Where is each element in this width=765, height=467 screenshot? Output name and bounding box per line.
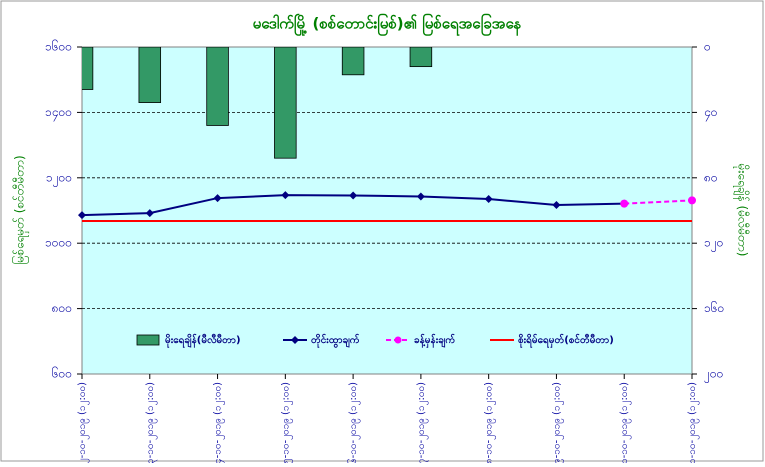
marker (349, 191, 358, 200)
y2-tick-label: ၁၂၀ (704, 236, 723, 253)
legend-label: မိုးရေချိန်(မီလီမီတာ) (165, 333, 241, 349)
y2-tick-label: ၈၀ (704, 170, 718, 184)
plot-area (81, 46, 693, 375)
marker (213, 194, 222, 203)
y2-axis-label: မိုးရေချိန် (မီလီမီတာ) (733, 164, 751, 257)
x-tick-label: ၁၄-၁၀-၂၀၁၉ (၁၂:၀၀) (213, 382, 226, 463)
y2-tick-label: ၁၆၀ (704, 300, 724, 315)
marker (145, 209, 154, 218)
y-tick-label: ၁၀၀၀ (45, 236, 72, 250)
y-axis-label: မြစ်ရေမှတ် (စင်တီမီတာ) (11, 155, 30, 264)
x-tick-label: ၂၀-၁၀-၂၀၁၉ (၁၂:၀၀) (619, 382, 632, 463)
x-tick-label: ၁၉-၁၀-၂၀၁၉ (၁၂:၀၀) (551, 382, 564, 463)
y-tick-label: ၁၆၀၀ (45, 39, 72, 54)
legend-marker (291, 336, 299, 344)
bar (206, 47, 229, 126)
marker (78, 211, 86, 220)
marker (688, 196, 696, 205)
marker (281, 191, 290, 200)
bar (274, 47, 297, 159)
y-tick-label: ၁၂၀၀ (46, 170, 72, 187)
x-tick-label: ၁၇-၁၀-၂၀၁၉ (၁၂:၀၀) (416, 382, 429, 463)
x-tick-label: ၁၆-၁၀-၂၀၁၉ (၁၂:၀၀) (346, 382, 361, 463)
series-layer (82, 47, 692, 222)
y2-tick-label: ၄၀ (704, 105, 718, 122)
bar (82, 47, 94, 90)
marker (416, 192, 425, 201)
legend-label: စိုးရိမ်ရေမှတ်(စင်တီမီတာ) (518, 333, 614, 349)
legend-swatch (136, 334, 160, 346)
x-tick-label: ၁၂-၁၀-၂၀၁၉ (၁၂:၀၀) (77, 382, 90, 463)
legend-marker (394, 336, 402, 344)
marker (484, 195, 493, 204)
legend-label: တိုင်းထွာချက် (311, 333, 360, 349)
marker (552, 200, 561, 209)
y-tick-label: ၈၀၀ (52, 301, 72, 315)
x-tick-label: ၂၁-၁၀-၂၀၁၉ (၁၂:၀၀) (687, 382, 700, 463)
y2-tick-label: ၂၀၀ (704, 367, 723, 384)
line (624, 199, 692, 205)
bar (341, 47, 365, 76)
bar (138, 47, 162, 103)
marker (620, 199, 629, 208)
legend-label: ခန့်မှန်းချက် (414, 333, 455, 349)
x-tick-label: ၁၈-၁၀-၂၀၁၉ (၁၂:၀၀) (484, 382, 497, 463)
x-tick-label: ၁၅-၁၀-၂၀၁၉ (၁၂:၀၀) (280, 382, 293, 463)
y-tick-label: ၁၄၀၀ (45, 105, 72, 122)
x-tick-label: ၁၃-၁၀-၂၀၁၉ (၁၂:၀၀) (145, 382, 158, 463)
bar (409, 47, 433, 68)
y2-tick-label: ၀ (704, 40, 711, 54)
y-tick-label: ၆၀၀ (52, 366, 72, 381)
